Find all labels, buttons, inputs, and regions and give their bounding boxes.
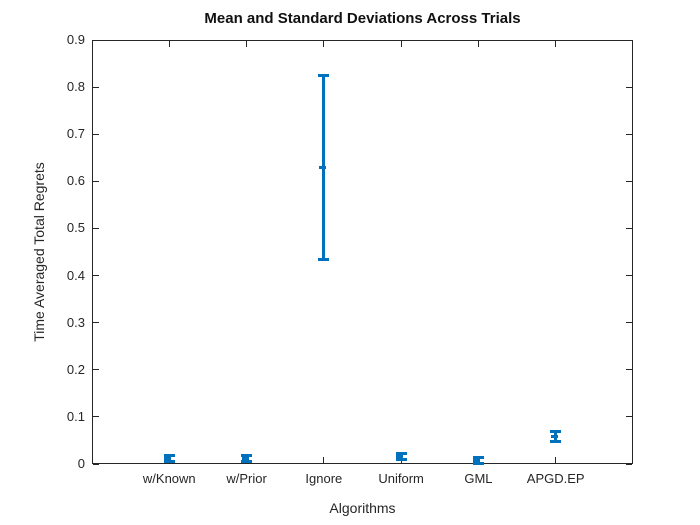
y-tick-mirror xyxy=(626,369,632,371)
x-tick-mirror xyxy=(400,41,402,47)
y-tick-mirror xyxy=(626,275,632,277)
y-tick-mirror xyxy=(626,180,632,182)
errorbar-cap-top xyxy=(318,73,330,77)
y-tick-label: 0 xyxy=(77,456,85,471)
y-tick-mirror xyxy=(626,463,632,465)
y-tick xyxy=(93,86,99,88)
errorbar-cap-top xyxy=(395,451,407,455)
x-tick-mirror xyxy=(246,41,248,47)
y-tick xyxy=(93,180,99,182)
y-tick-mirror xyxy=(626,322,632,324)
y-tick-label: 0.8 xyxy=(66,79,85,95)
errorbar-cap-bottom xyxy=(395,458,407,462)
x-tick-label: APGD.EP xyxy=(526,471,585,486)
errorbar-cap-top xyxy=(163,454,175,458)
errorbar-mean-marker xyxy=(164,456,172,460)
x-tick-label: GML xyxy=(464,471,493,486)
y-tick xyxy=(93,322,99,324)
y-tick-label: 0.3 xyxy=(66,314,85,330)
errorbar-cap-bottom xyxy=(472,462,484,466)
y-tick xyxy=(93,227,99,229)
chart-title: Mean and Standard Deviations Across Tria… xyxy=(204,10,521,27)
y-tick-mirror xyxy=(626,227,632,229)
errorbar-cap-bottom xyxy=(241,459,253,463)
y-tick-label: 0.6 xyxy=(66,173,85,189)
errorbar-cap-top xyxy=(241,454,253,458)
errorbar-mean-marker xyxy=(396,454,404,458)
errorbar-mean-marker xyxy=(550,435,558,439)
y-tick xyxy=(93,39,99,41)
y-tick-label: 0.1 xyxy=(66,408,85,424)
errorbar-cap-top xyxy=(550,429,562,433)
x-axis-label: Algorithms xyxy=(329,500,396,516)
errorbar-cap-bottom xyxy=(550,440,562,444)
x-tick xyxy=(323,457,325,463)
errorbar-mean-marker xyxy=(318,165,326,169)
y-tick xyxy=(93,463,99,465)
y-tick-label: 0.4 xyxy=(66,267,85,283)
x-tick-mirror xyxy=(323,41,325,47)
x-tick-mirror xyxy=(477,41,479,47)
y-tick-label: 0.2 xyxy=(66,361,85,377)
y-tick-label: 0.5 xyxy=(66,220,85,236)
y-tick-mirror xyxy=(626,86,632,88)
y-tick xyxy=(93,133,99,135)
errorbar-mean-marker xyxy=(241,456,249,460)
y-tick-mirror xyxy=(626,133,632,135)
plot-area xyxy=(92,40,633,464)
errorbar-mean-marker xyxy=(473,459,481,463)
y-tick-mirror xyxy=(626,39,632,41)
x-tick-mirror xyxy=(168,41,170,47)
x-tick-label: Ignore xyxy=(305,471,343,486)
errorbar-cap-bottom xyxy=(163,459,175,463)
x-tick-label: Uniform xyxy=(378,471,424,486)
y-tick xyxy=(93,275,99,277)
y-tick-label: 0.7 xyxy=(66,126,85,142)
y-tick-mirror xyxy=(626,416,632,418)
errorbar-cap-bottom xyxy=(318,257,330,261)
x-tick xyxy=(555,457,557,463)
y-tick xyxy=(93,369,99,371)
errorbar-cap-top xyxy=(472,456,484,460)
x-tick-label: w/Prior xyxy=(226,471,267,486)
y-tick-label: 0.9 xyxy=(66,32,85,47)
y-tick xyxy=(93,416,99,418)
x-tick-mirror xyxy=(555,41,557,47)
x-tick-label: w/Known xyxy=(142,471,196,486)
